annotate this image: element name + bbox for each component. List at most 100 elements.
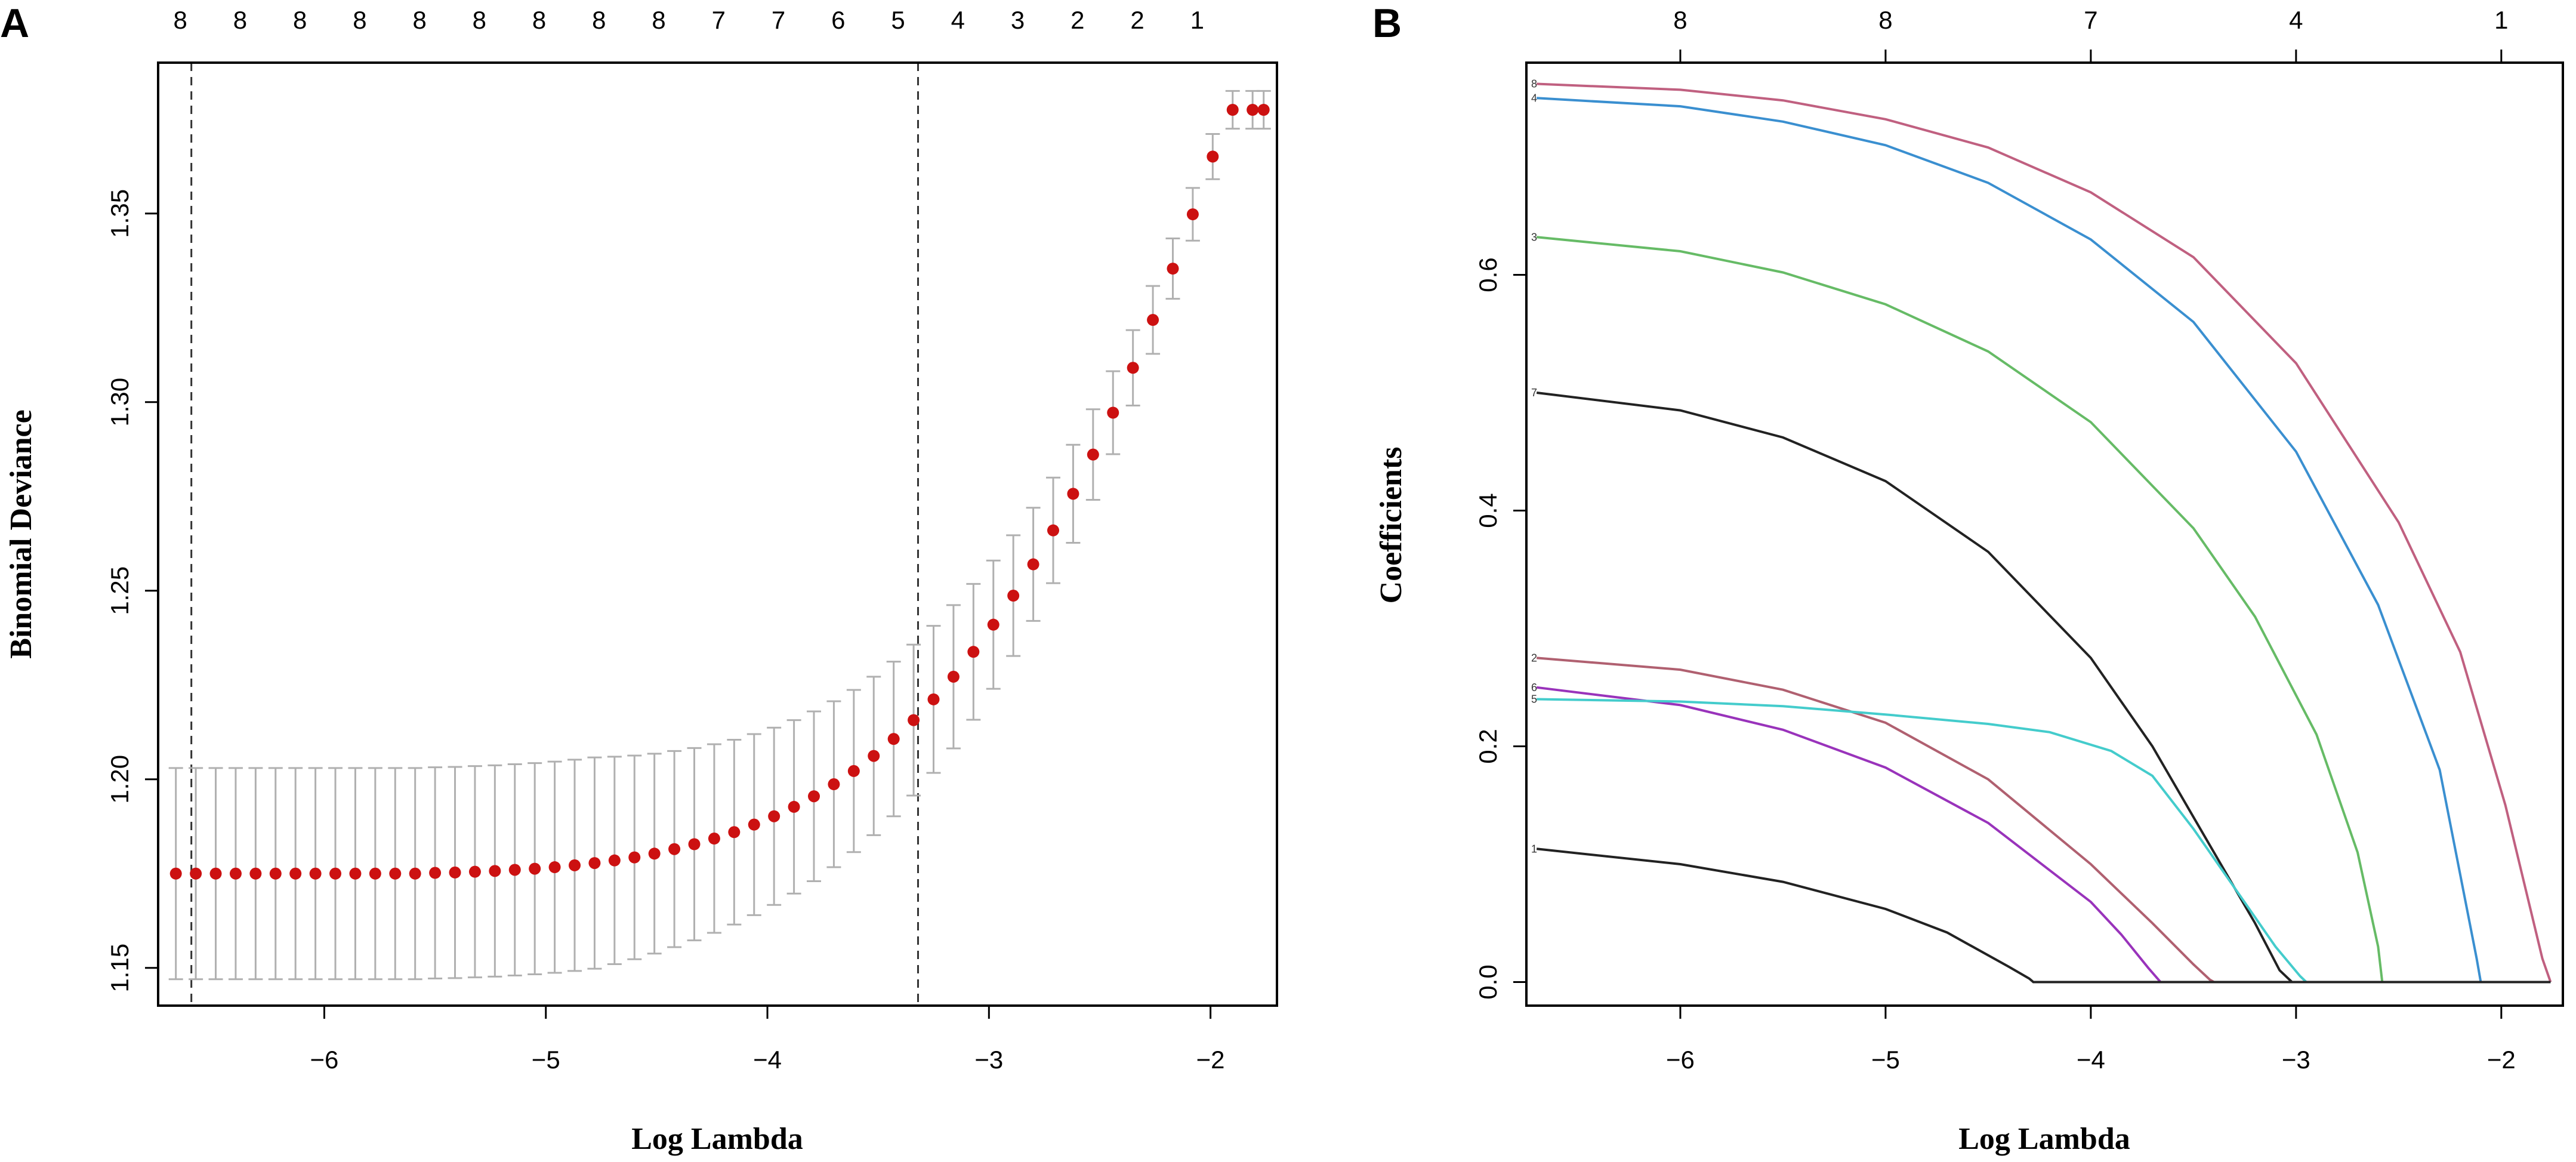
deviance-point (728, 826, 741, 839)
deviance-point (1127, 362, 1139, 374)
coefficient-label-7: 7 (1531, 387, 1537, 399)
top-axis-label: 8 (412, 6, 426, 34)
x-tick-label: −5 (532, 1046, 560, 1074)
deviance-point (468, 865, 481, 878)
top-axis-label: 2 (1130, 6, 1144, 34)
top-axis-label: 7 (2084, 6, 2097, 34)
deviance-point (489, 865, 501, 877)
panel-a-plot-area (168, 63, 1271, 1006)
deviance-point (229, 867, 242, 880)
x-tick-label: −4 (753, 1046, 782, 1074)
top-axis-label: 8 (173, 6, 187, 34)
deviance-point (1186, 208, 1199, 221)
deviance-point (788, 800, 800, 813)
deviance-point (569, 859, 581, 871)
deviance-point (289, 867, 302, 880)
top-axis-label: 7 (712, 6, 726, 34)
deviance-point (748, 818, 760, 831)
top-axis-label: 2 (1070, 6, 1084, 34)
deviance-point (209, 867, 222, 880)
deviance-point (1047, 524, 1059, 537)
panel-a-y-title: Binomial Deviance (4, 409, 38, 658)
y-tick-label: 1.35 (106, 189, 134, 238)
top-axis-label: 8 (592, 6, 606, 34)
panel-b-y-title: Coefficients (1374, 447, 1408, 604)
y-tick-label: 0.0 (1474, 964, 1502, 999)
y-tick-label: 1.15 (106, 944, 134, 993)
coefficient-path-4 (1537, 97, 2551, 984)
deviance-point (708, 833, 720, 845)
panel-b-coefficient-chart: B 8 8 7 4 1 8 4 3 7 2 65 1 −6 −5 −4 −3 −2 0.0 0.2 0.4 0.6… (1372, 1, 2564, 1156)
top-axis-label: 4 (951, 6, 965, 34)
deviance-point (987, 618, 999, 631)
deviance-point (967, 646, 980, 658)
top-axis-label: 8 (1673, 6, 1687, 34)
top-axis-label: 3 (1011, 6, 1025, 34)
deviance-point (349, 867, 362, 880)
deviance-point (927, 693, 940, 705)
deviance-point (429, 867, 442, 879)
deviance-point (847, 765, 860, 777)
y-tick-label: 1.25 (106, 566, 134, 615)
panel-a-letter: A (0, 1, 29, 46)
top-axis-label: 7 (772, 6, 785, 34)
panel-b-frame (1525, 61, 2564, 1007)
y-tick-label: 0.4 (1474, 493, 1502, 528)
top-axis-label: 8 (353, 6, 366, 34)
deviance-point (309, 867, 322, 880)
y-tick-label: 1.20 (106, 755, 134, 804)
deviance-point (648, 847, 661, 860)
coefficient-label-1: 1 (1531, 843, 1537, 855)
deviance-point (548, 861, 561, 874)
deviance-point (1007, 590, 1020, 602)
top-axis-label: 8 (1878, 6, 1892, 34)
deviance-point (588, 857, 601, 870)
deviance-point (269, 867, 282, 880)
deviance-point (1167, 263, 1179, 275)
deviance-point (249, 867, 262, 880)
x-tick-label: −2 (1196, 1046, 1225, 1074)
deviance-point (369, 867, 381, 880)
deviance-point (1027, 558, 1039, 571)
panel-a-frame (157, 61, 1278, 1007)
deviance-point (947, 670, 960, 683)
deviance-point (628, 851, 641, 864)
deviance-point (169, 867, 182, 880)
x-tick-label: −2 (2487, 1046, 2516, 1074)
y-tick-label: 0.2 (1474, 729, 1502, 763)
panel-b-top-axis: 8 8 7 4 1 (1673, 6, 2508, 63)
top-axis-label: 4 (2289, 6, 2303, 34)
panel-b-x-title: Log Lambda (1958, 1122, 2130, 1156)
panel-b-x-axis: −6 −5 −4 −3 −2 (1666, 1006, 2516, 1074)
deviance-point (1247, 104, 1259, 116)
deviance-point (887, 733, 900, 745)
deviance-point (1107, 406, 1119, 419)
deviance-point (449, 866, 461, 879)
x-tick-label: −6 (1666, 1046, 1695, 1074)
coefficient-path-7 (1536, 392, 2551, 984)
deviance-point (768, 810, 780, 822)
deviance-point (1067, 488, 1079, 500)
deviance-point (908, 714, 920, 726)
x-tick-label: −3 (2282, 1046, 2310, 1074)
x-tick-label: −6 (310, 1046, 339, 1074)
top-axis-label: 6 (831, 6, 845, 34)
deviance-point (828, 778, 840, 791)
deviance-point (1087, 448, 1099, 461)
panel-a-x-axis: −6 −5 −4 −3 −2 (310, 1006, 1225, 1074)
coefficient-label-8: 8 (1531, 78, 1537, 90)
coefficient-label-4: 4 (1531, 92, 1537, 104)
deviance-point (688, 838, 701, 850)
top-axis-label: 1 (2494, 6, 2508, 34)
deviance-point (190, 867, 202, 880)
deviance-point (329, 867, 342, 880)
deviance-point (389, 867, 402, 880)
deviance-point (808, 790, 820, 803)
deviance-point (409, 867, 421, 880)
x-tick-label: −3 (974, 1046, 1003, 1074)
deviance-point (868, 750, 880, 762)
panel-a-top-axis: 8 8 8 8 8 8 8 8 8 7 7 6 5 4 3 2 2 1 (173, 6, 1204, 34)
deviance-point (668, 843, 681, 855)
deviance-point (1147, 314, 1159, 326)
